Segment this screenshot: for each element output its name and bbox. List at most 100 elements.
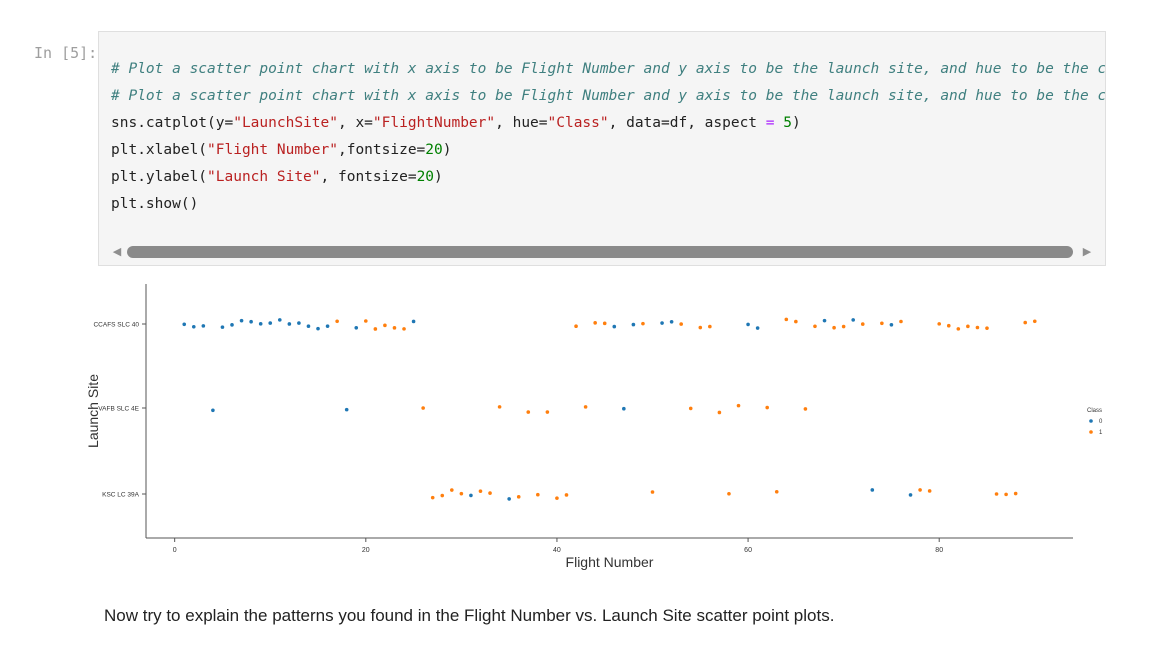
data-point-class-1 (1023, 320, 1028, 325)
data-point-class-1 (536, 492, 540, 497)
data-point-class-0 (297, 321, 301, 325)
data-point-class-0 (268, 321, 273, 325)
data-point-class-1 (383, 323, 387, 328)
code-token: plt.ylabel( (111, 169, 208, 185)
data-point-class-1 (899, 319, 903, 324)
data-point-class-1 (927, 489, 932, 493)
legend-marker (1089, 419, 1093, 423)
data-point-class-0 (249, 319, 253, 324)
data-point-class-1 (488, 491, 492, 495)
x-tick-label: 60 (744, 547, 752, 554)
x-tick-label: 80 (935, 547, 943, 554)
data-point-class-1 (841, 324, 846, 329)
scroll-left-arrow-icon[interactable]: ◀ (112, 246, 122, 258)
code-editor[interactable]: # Plot a scatter point chart with x axis… (111, 56, 1105, 218)
data-point-class-0 (822, 318, 827, 323)
x-tick-label: 0 (173, 547, 177, 554)
data-point-class-0 (411, 319, 416, 324)
data-point-class-1 (545, 410, 550, 414)
data-point-class-0 (287, 322, 292, 326)
data-point-class-1 (736, 403, 741, 408)
data-point-class-0 (344, 407, 349, 412)
y-tick-label: KSC LC 39A (102, 492, 140, 499)
data-point-class-0 (354, 326, 359, 330)
code-token: 20 (425, 142, 443, 158)
horizontal-scrollbar[interactable]: ◀ ▶ (109, 244, 1095, 260)
data-point-class-1 (794, 319, 798, 324)
data-point-class-1 (784, 317, 789, 322)
code-token: , hue= (495, 115, 548, 131)
data-point-class-1 (440, 493, 445, 498)
code-token: 20 (416, 169, 435, 185)
catplot-chart: 0 20 40 60 80 CCAFS SLC 40 VAFB SLC 4E KSC LC 3… (85, 284, 1103, 570)
data-point-class-1 (765, 405, 769, 410)
data-point-class-0 (469, 493, 473, 498)
data-point-class-1 (956, 327, 961, 331)
data-point-class-0 (211, 408, 215, 413)
data-point-class-1 (497, 405, 502, 409)
code-token: , x= (337, 115, 373, 131)
data-point-class-1 (602, 321, 607, 326)
code-token: plt.xlabel( (111, 142, 208, 158)
data-point-class-0 (325, 324, 330, 328)
data-point-class-1 (650, 490, 655, 494)
code-token: "Class" (547, 115, 609, 131)
data-point-class-1 (392, 326, 397, 330)
data-point-class-1 (880, 321, 884, 326)
y-tick-label: CCAFS SLC 40 (93, 322, 139, 329)
data-point-class-1 (583, 405, 588, 409)
data-point-class-1 (813, 324, 817, 329)
x-tick-label: 40 (553, 547, 561, 554)
data-point-class-0 (870, 488, 875, 492)
data-point-class-1 (335, 319, 339, 324)
data-point-class-1 (1013, 491, 1018, 496)
code-token: sns.catplot(y= (111, 115, 234, 131)
data-point-class-1 (918, 488, 922, 492)
data-point-class-1 (478, 489, 483, 493)
code-token: "LaunchSite" (233, 115, 338, 131)
data-point-class-0 (201, 324, 206, 328)
data-point-class-0 (239, 318, 244, 323)
data-point-class-0 (669, 319, 674, 324)
data-point-class-1 (975, 325, 980, 330)
data-point-class-1 (1032, 319, 1037, 324)
code-token: "Flight Number" (207, 142, 338, 158)
code-line: plt.xlabel("Flight Number",fontsize=20) (111, 137, 1105, 164)
data-point-class-1 (774, 489, 779, 494)
code-line: sns.catplot(y="LaunchSite", x="FlightNum… (111, 110, 1105, 137)
y-axis-label: Launch Site (85, 374, 101, 448)
data-point-class-0 (507, 497, 511, 501)
data-point-class-0 (908, 493, 913, 497)
data-point-class-1 (708, 324, 712, 329)
cell-prompt: In [5]: (34, 44, 98, 62)
data-point-class-1 (946, 323, 951, 328)
data-point-class-0 (182, 322, 187, 327)
data-point-class-1 (994, 492, 999, 496)
data-point-class-1 (516, 495, 521, 499)
data-point-class-1 (574, 324, 578, 329)
code-token: ) (791, 115, 801, 131)
code-line: plt.ylabel("Launch Site", fontsize=20) (111, 164, 1105, 191)
data-point-class-1 (727, 491, 731, 496)
y-tick-label: VAFB SLC 4E (98, 406, 139, 413)
data-point-class-1 (430, 495, 435, 500)
data-point-class-0 (220, 325, 225, 329)
code-token: plt.show() (111, 196, 199, 212)
data-point-class-0 (316, 326, 320, 331)
code-token: = (765, 115, 775, 131)
legend-marker (1089, 430, 1093, 434)
data-point-class-0 (851, 318, 855, 322)
scrollbar-thumb[interactable] (127, 246, 1073, 258)
data-point-class-1 (593, 321, 597, 325)
data-point-class-1 (832, 325, 836, 330)
scroll-right-arrow-icon[interactable]: ▶ (1082, 246, 1092, 258)
code-token: ) (442, 142, 452, 158)
code-cell[interactable]: # Plot a scatter point chart with x axis… (98, 31, 1106, 266)
data-point-class-0 (631, 322, 636, 327)
data-point-class-0 (230, 323, 234, 327)
data-point-class-0 (191, 324, 196, 329)
data-point-class-1 (641, 321, 645, 326)
data-point-class-1 (803, 407, 808, 411)
data-point-class-0 (612, 324, 617, 329)
data-point-class-1 (373, 327, 378, 331)
